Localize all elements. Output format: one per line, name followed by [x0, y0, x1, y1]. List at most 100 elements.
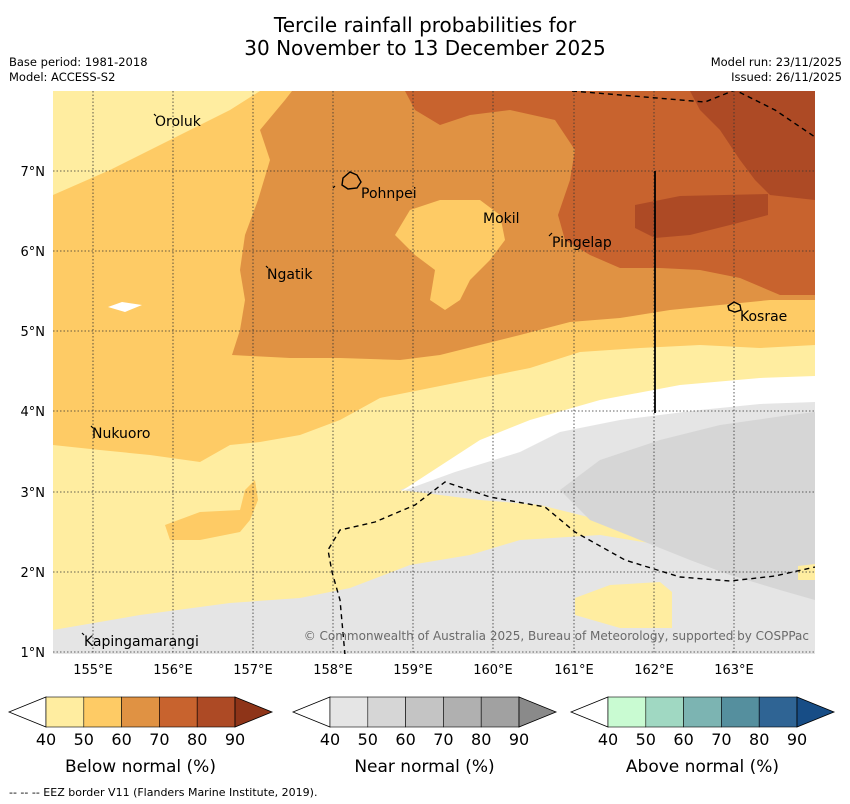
below-50-inner — [395, 200, 505, 310]
colorbar-below: 40 50 60 70 80 90 Below normal (%) — [7, 696, 274, 777]
colorbar-title: Below normal (%) — [65, 757, 216, 777]
latitude-ticks: 7°N 6°N 5°N 4°N 3°N 2°N 1°N — [21, 165, 46, 661]
lon-tick: 160°E — [473, 663, 513, 678]
label-mokil: Mokil — [483, 211, 520, 227]
lon-tick: 158°E — [313, 663, 353, 678]
title-line-2: 30 November to 13 December 2025 — [244, 36, 606, 60]
colorbar-segment — [683, 696, 722, 728]
probability-map — [53, 91, 815, 654]
below-80-region — [690, 91, 815, 200]
chart-title: Tercile rainfall probabilities for 30 No… — [0, 14, 850, 60]
colorbar-tick-label: 40 — [598, 730, 618, 749]
colorbar-tick-label: 50 — [358, 730, 378, 749]
colorbar-segment — [405, 696, 444, 728]
colorbar-tick-label: 70 — [711, 730, 731, 749]
colorbar-segment — [721, 696, 760, 728]
lon-tick: 163°E — [714, 663, 754, 678]
colorbar-tick-label: 40 — [36, 730, 56, 749]
meta-right: Model run: 23/11/2025 Issued: 26/11/2025 — [711, 55, 842, 85]
meta-left: Base period: 1981-2018 Model: ACCESS-S2 — [9, 55, 148, 85]
below-50-patch — [165, 480, 258, 540]
colorbar-arrow-right — [234, 696, 274, 728]
lon-tick: 157°E — [233, 663, 273, 678]
below-40-patch — [575, 582, 672, 628]
longitude-ticks: 155°E 156°E 157°E 158°E 159°E 160°E 161°… — [73, 663, 754, 678]
lat-tick: 2°N — [21, 566, 46, 581]
pohnpei-island — [341, 171, 362, 190]
colorbar-segment — [367, 696, 406, 728]
eez-border — [327, 91, 815, 654]
colorbar-tick-label: 90 — [225, 730, 245, 749]
lon-tick: 159°E — [393, 663, 433, 678]
lat-tick: 5°N — [21, 325, 46, 340]
lat-tick: 1°N — [21, 646, 46, 661]
colorbar-arrow-right — [518, 696, 558, 728]
lon-tick: 156°E — [153, 663, 193, 678]
colorbar-segment — [196, 696, 236, 728]
lat-tick: 6°N — [21, 245, 46, 260]
colorbar-tick-label: 80 — [471, 730, 491, 749]
colorbar-title: Near normal (%) — [354, 757, 494, 777]
near-50-region — [560, 412, 815, 600]
colorbar-arrow-left — [291, 696, 331, 728]
colorbar-segment — [159, 696, 198, 728]
lon-tick: 155°E — [73, 663, 113, 678]
colorbar-above: 40 50 60 70 80 90 Above normal (%) — [569, 696, 836, 777]
colorbar-tick-label: 70 — [433, 730, 453, 749]
title-line-1: Tercile rainfall probabilities for — [273, 13, 577, 37]
colorbar-tick-label: 50 — [636, 730, 656, 749]
atoll-marks — [81, 113, 553, 636]
colorbar-arrow-left — [569, 696, 609, 728]
colorbar-segment — [329, 696, 369, 728]
label-oroluk: Oroluk — [155, 114, 202, 130]
colorbar-segment — [83, 696, 122, 728]
colorbar-legends: 40 50 60 70 80 90 Below normal (%) 40 50 60 70 80 90… — [7, 696, 836, 777]
white-gap-region — [400, 376, 815, 492]
colorbar-tick-label: 80 — [749, 730, 769, 749]
base-period: Base period: 1981-2018 — [9, 55, 148, 69]
colorbar-tick-label: 50 — [74, 730, 94, 749]
copyright-notice: © Commonwealth of Australia 2025, Bureau… — [304, 629, 809, 643]
lon-tick: 161°E — [554, 663, 594, 678]
colorbar-segment — [645, 696, 684, 728]
colorbar-tick-label: 60 — [111, 730, 131, 749]
label-kosrae: Kosrae — [740, 309, 787, 325]
colorbar-near: 40 50 60 70 80 90 Near normal (%) — [291, 696, 558, 777]
colorbar-arrow-left — [7, 696, 47, 728]
model-run: Model run: 23/11/2025 — [710, 55, 842, 69]
model-name: Model: ACCESS-S2 — [9, 70, 116, 84]
footnote-eez: -- -- -- EEZ border V11 (Flanders Marine… — [9, 786, 318, 799]
colorbar-segment — [45, 696, 85, 728]
kosrae-island — [727, 301, 742, 313]
label-nukuoro: Nukuoro — [92, 426, 150, 442]
colorbar-tick-label: 90 — [787, 730, 807, 749]
lat-tick: 7°N — [21, 165, 46, 180]
colorbar-tick-label: 60 — [673, 730, 693, 749]
colorbar-tick-label: 60 — [395, 730, 415, 749]
colorbar-title: Above normal (%) — [626, 757, 779, 777]
islands — [341, 171, 742, 313]
colorbar-tick-label: 90 — [509, 730, 529, 749]
label-pingelap: Pingelap — [552, 235, 612, 251]
colorbar-tick-label: 80 — [187, 730, 207, 749]
colorbar-segment — [443, 696, 482, 728]
colorbar-arrow-right — [796, 696, 836, 728]
colorbar-tick-label: 70 — [149, 730, 169, 749]
lat-tick: 3°N — [21, 486, 46, 501]
colorbar-segment — [607, 696, 647, 728]
colorbar-segment — [480, 696, 520, 728]
graticule — [53, 91, 815, 654]
below-70-region — [405, 91, 815, 295]
lon-tick: 162°E — [634, 663, 674, 678]
colorbar-segment — [758, 696, 798, 728]
label-kapingamarangi: Kapingamarangi — [84, 634, 199, 650]
below-80-patch — [635, 194, 768, 238]
place-labels: Oroluk Pohnpei Mokil Pingelap Ngatik Kos… — [84, 114, 787, 650]
label-ngatik: Ngatik — [267, 267, 313, 283]
issued-date: Issued: 26/11/2025 — [731, 70, 842, 84]
white-spot — [108, 302, 142, 312]
colorbar-segment — [121, 696, 160, 728]
lat-tick: 4°N — [21, 405, 46, 420]
colorbar-tick-label: 40 — [320, 730, 340, 749]
